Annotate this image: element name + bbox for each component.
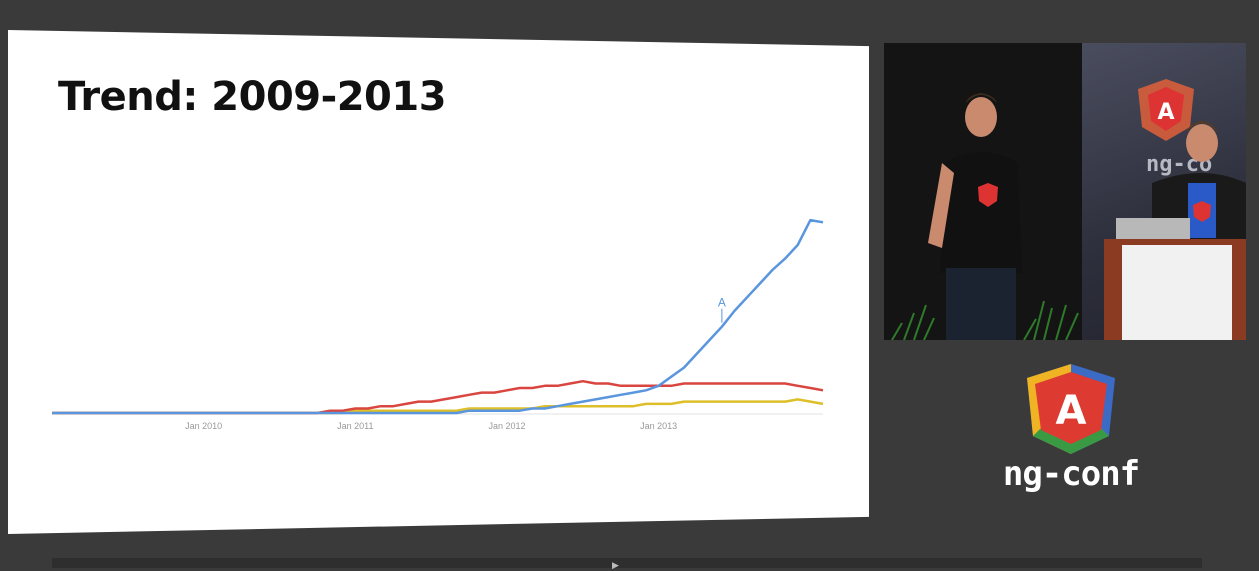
angular-shield-icon: A xyxy=(1027,364,1115,454)
annotation-label: A xyxy=(718,296,726,310)
x-tick-label: Jan 2011 xyxy=(337,421,373,431)
logo-letter: A xyxy=(1056,388,1087,434)
stage-plants xyxy=(891,300,1079,340)
trend-line-chart: Jan 2010 Jan 2011 Jan 2012 Jan 2013 A xyxy=(52,218,824,431)
x-tick-label: Jan 2012 xyxy=(488,421,525,431)
play-icon[interactable]: ▶ xyxy=(612,560,619,570)
speakers-scene: A ng-co xyxy=(891,79,1246,340)
presentation-slide: Trend: 2009-2013 Jan 2010 Jan 2011 Jan 201… xyxy=(8,30,869,534)
series-line-2 xyxy=(52,379,824,415)
speaker-video: A ng-co xyxy=(884,43,1246,340)
brand-name: ng-conf xyxy=(1002,454,1140,494)
x-tick-label: Jan 2013 xyxy=(640,421,677,431)
video-player-bar[interactable] xyxy=(52,558,1202,568)
svg-text:A: A xyxy=(1157,100,1174,125)
backdrop-logo-icon: A xyxy=(1138,79,1194,141)
x-tick-label: Jan 2010 xyxy=(185,421,222,431)
ng-conf-logo: A ng-conf xyxy=(995,362,1147,522)
podium xyxy=(1104,218,1246,340)
series-line-3 xyxy=(52,218,824,415)
speaker-left xyxy=(928,93,1022,340)
slide-title: Trend: 2009-2013 xyxy=(58,74,447,120)
chart-annotation-flag[interactable]: A xyxy=(718,296,726,323)
